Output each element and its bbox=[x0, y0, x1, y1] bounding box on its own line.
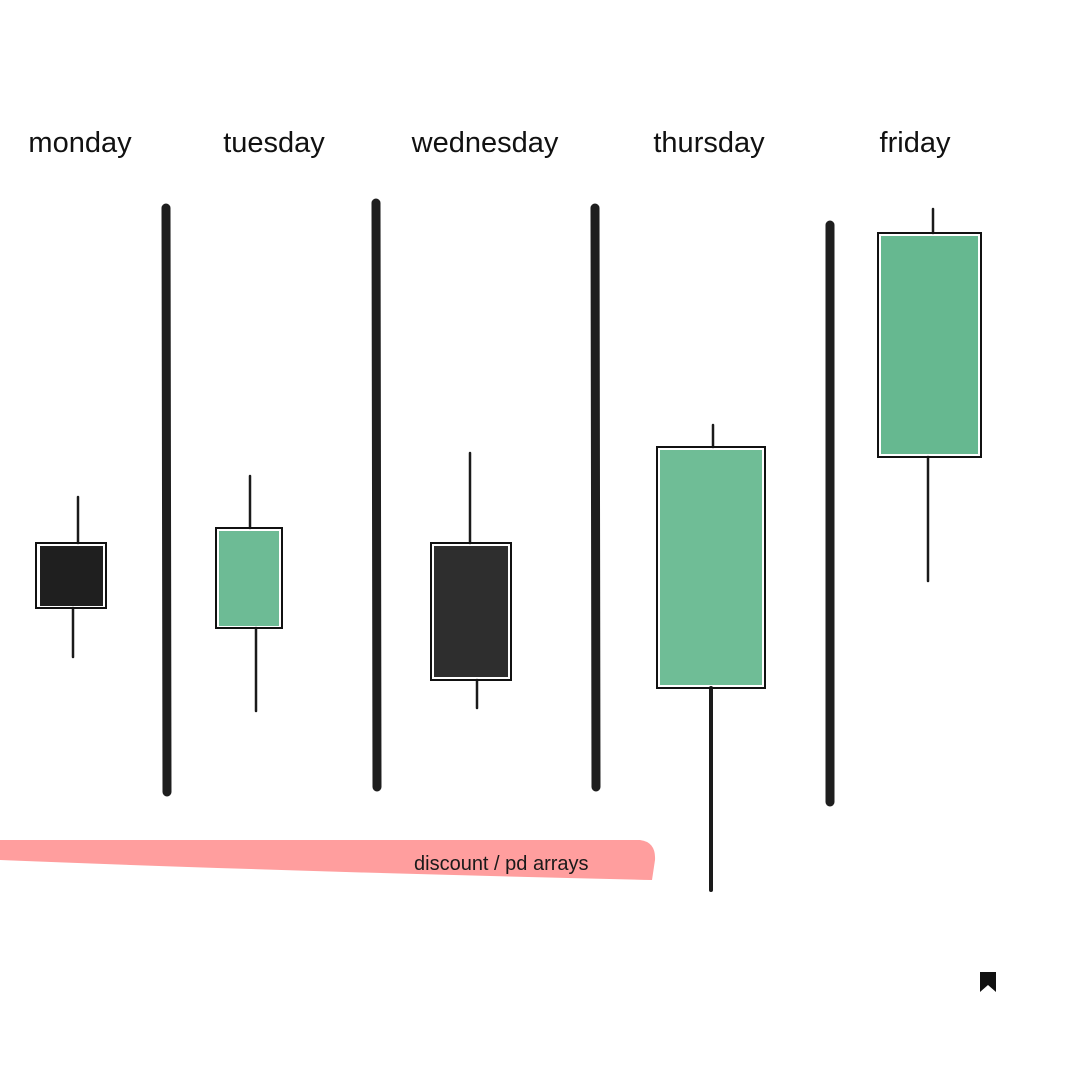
separator bbox=[371, 198, 382, 792]
day-label: wednesday bbox=[411, 127, 559, 159]
candle bbox=[430, 451, 512, 710]
day-label: tuesday bbox=[223, 127, 325, 159]
zone-label: discount / pd arrays bbox=[414, 853, 589, 875]
separator bbox=[590, 203, 601, 792]
day-label: thursday bbox=[653, 127, 765, 159]
bookmark-icon bbox=[980, 972, 996, 992]
candle bbox=[877, 207, 982, 583]
discount-zone bbox=[0, 840, 656, 880]
candle bbox=[35, 495, 107, 659]
candle bbox=[656, 423, 766, 892]
separator bbox=[161, 203, 172, 797]
day-label: friday bbox=[880, 127, 951, 159]
day-label: monday bbox=[28, 127, 132, 159]
candle bbox=[215, 474, 283, 713]
